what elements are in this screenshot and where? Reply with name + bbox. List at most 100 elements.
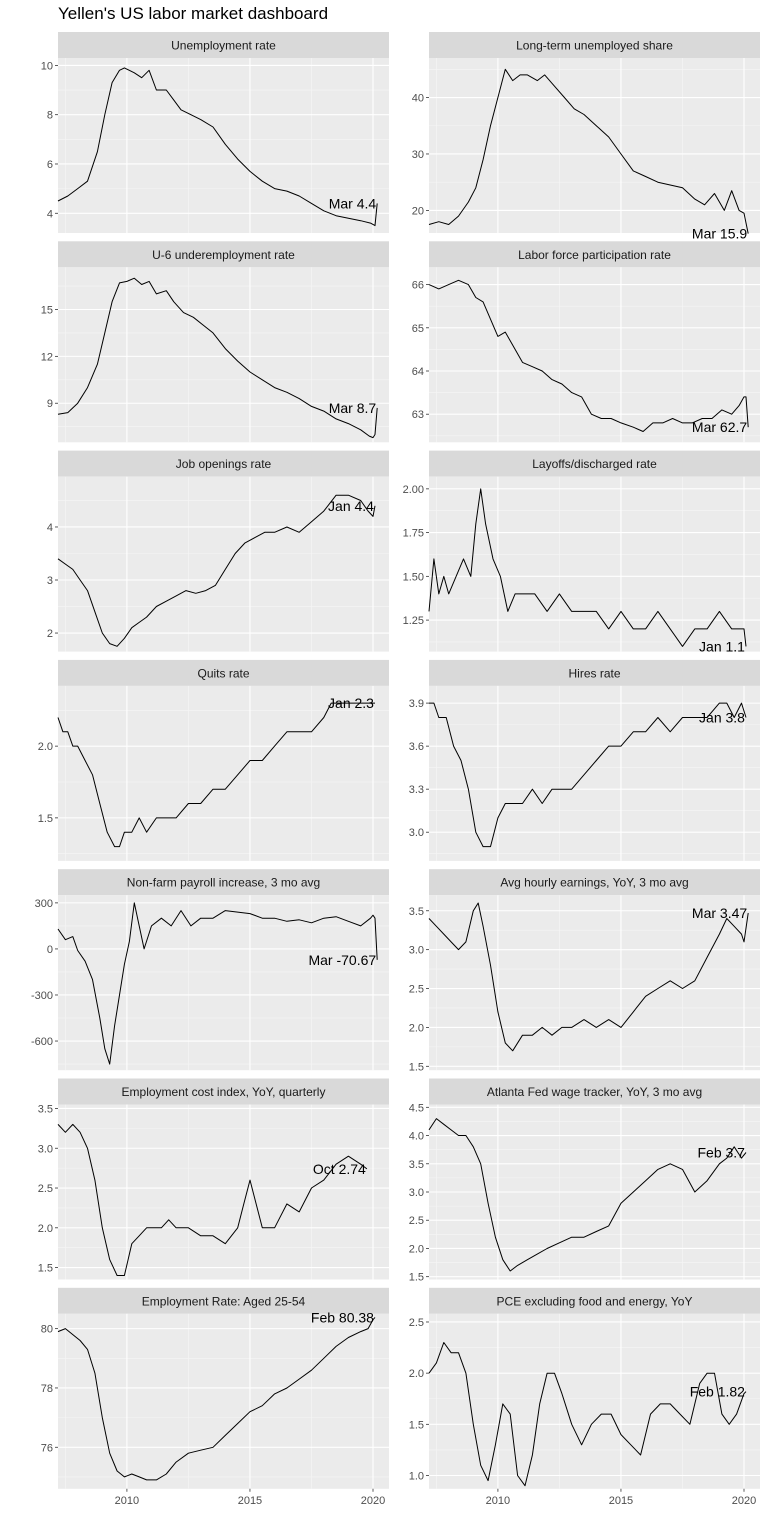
y-tick-label: 63 [412,409,424,421]
panel-pce-excluding-food-and-energy-yoy: PCE excluding food and energy, YoY 1.0 1.5… [409,1287,760,1507]
panel-quits-rate: Quits rate 1.5 2.0 Jan 2.3 [38,659,389,861]
series-line [428,1342,747,1487]
y-tick-label: 3.0 [38,1143,53,1155]
series-line [428,902,749,1052]
y-tick-label: 2.0 [409,1243,424,1255]
strip-background [429,32,760,58]
y-tick-label: 65 [412,323,424,335]
series-line [57,277,378,439]
panel-non-farm-payroll-increase-3-mo-avg: Non-farm payroll increase, 3 mo avg -600 -… [31,869,389,1071]
strip-background [58,32,389,58]
y-tick-label: 2.5 [409,1317,424,1329]
last-value-label: Mar -70.67 [308,952,376,968]
panel-employment-cost-index-yoy-quarterly: Employment cost index, YoY, quarterly 1.5… [38,1078,389,1280]
panel-title: Unemployment rate [171,39,276,53]
y-tick-label: 30 [412,149,424,161]
panel-title: Long-term unemployed share [516,39,673,53]
y-tick-label: 300 [35,898,53,910]
y-tick-label: 4 [47,522,53,534]
panel-labor-force-participation-rate: Labor force participation rate 63 64 65 66 Ma… [412,241,760,443]
strip-background [429,1078,760,1105]
y-tick-label: 1.5 [409,1061,424,1073]
y-tick-label: 1.5 [38,1263,53,1275]
plot-background [429,58,760,233]
plot-background [58,1313,389,1489]
last-value-label: Feb 80.38 [311,1309,374,1325]
y-tick-label: 76 [41,1442,53,1454]
y-tick-label: 2.5 [409,1215,424,1227]
panel-title: Avg hourly earnings, YoY, 3 mo avg [500,876,688,890]
x-tick-label: 2010 [486,1495,510,1507]
x-tick-label: 2015 [609,1495,633,1507]
y-tick-label: 3.0 [409,945,424,957]
x-tick-label: 2010 [115,1495,139,1507]
series-line [428,1118,747,1272]
series-line [428,279,749,432]
y-tick-label: 3.5 [38,1103,53,1115]
y-tick-label: 1.5 [409,1419,424,1431]
y-tick-label: 12 [41,351,53,363]
panel-hires-rate: Hires rate 3.0 3.3 3.6 3.9 Jan 3.8 [409,659,760,861]
y-tick-label: 2.0 [38,1223,53,1235]
plot-background [58,476,389,652]
panel-title: Employment Rate: Aged 25-54 [142,1294,306,1308]
last-value-label: Feb 3.7 [697,1144,745,1160]
plot-background [58,895,389,1071]
y-tick-label: 2.0 [409,1022,424,1034]
strip-background [58,241,389,268]
y-tick-label: 4.0 [409,1131,424,1143]
y-tick-label: 2.0 [38,741,53,753]
plot-background [429,267,760,443]
panel-title: Labor force participation rate [518,248,671,262]
y-tick-label: 20 [412,205,424,217]
y-tick-label: 3.0 [409,1187,424,1199]
last-value-label: Mar 4.4 [329,195,377,211]
plot-background [58,1104,389,1280]
strip-background [429,659,760,686]
series-line [57,702,375,848]
panel-employment-rate-aged-25-54: Employment Rate: Aged 25-54 76 78 80 Feb 80.… [41,1287,389,1507]
series-line [57,1123,368,1276]
plot-background [429,1313,760,1489]
plot-background [58,267,389,443]
strip-background [58,450,389,477]
y-tick-label: 1.50 [403,571,424,583]
y-tick-label: 9 [47,398,53,410]
series-line [428,488,747,647]
y-tick-label: 2.5 [38,1183,53,1195]
strip-background [429,450,760,477]
y-tick-label: 2.0 [409,1368,424,1380]
y-tick-label: 3.5 [409,1159,424,1171]
y-tick-label: 8 [47,110,53,122]
y-tick-label: 80 [41,1324,53,1336]
series-line [57,494,376,647]
y-tick-label: 1.5 [38,813,53,825]
strip-background [58,869,389,896]
y-tick-label: 2.5 [409,984,424,996]
panel-u-6-underemployment-rate: U-6 underemployment rate 9 12 15 Mar 8.7 [41,241,389,443]
y-tick-label: 3 [47,575,53,587]
x-tick-label: 2020 [732,1495,756,1507]
plot-background [58,685,389,861]
y-tick-label: -600 [31,1036,53,1048]
series-line [428,68,749,234]
panel-job-openings-rate: Job openings rate 2 3 4 Jan 4.4 [47,450,389,652]
panel-avg-hourly-earnings-yoy-3-mo-avg: Avg hourly earnings, YoY, 3 mo avg 1.5 2.0… [409,869,760,1073]
y-tick-label: 6 [47,159,53,171]
page-title: Yellen's US labor market dashboard [58,4,329,23]
y-tick-label: 3.3 [409,784,424,796]
strip-background [429,241,760,268]
last-value-label: Mar 3.47 [692,905,747,921]
panel-title: Quits rate [197,666,249,680]
y-tick-label: 10 [41,60,53,72]
y-tick-label: 0 [47,944,53,956]
last-value-label: Oct 2.74 [313,1161,366,1177]
x-tick-label: 2015 [238,1495,262,1507]
strip-background [429,869,760,896]
series-line [57,1317,376,1481]
series-line [57,67,378,227]
y-tick-label: 78 [41,1383,53,1395]
y-tick-label: 4 [47,208,53,220]
y-tick-label: 3.9 [409,698,424,710]
